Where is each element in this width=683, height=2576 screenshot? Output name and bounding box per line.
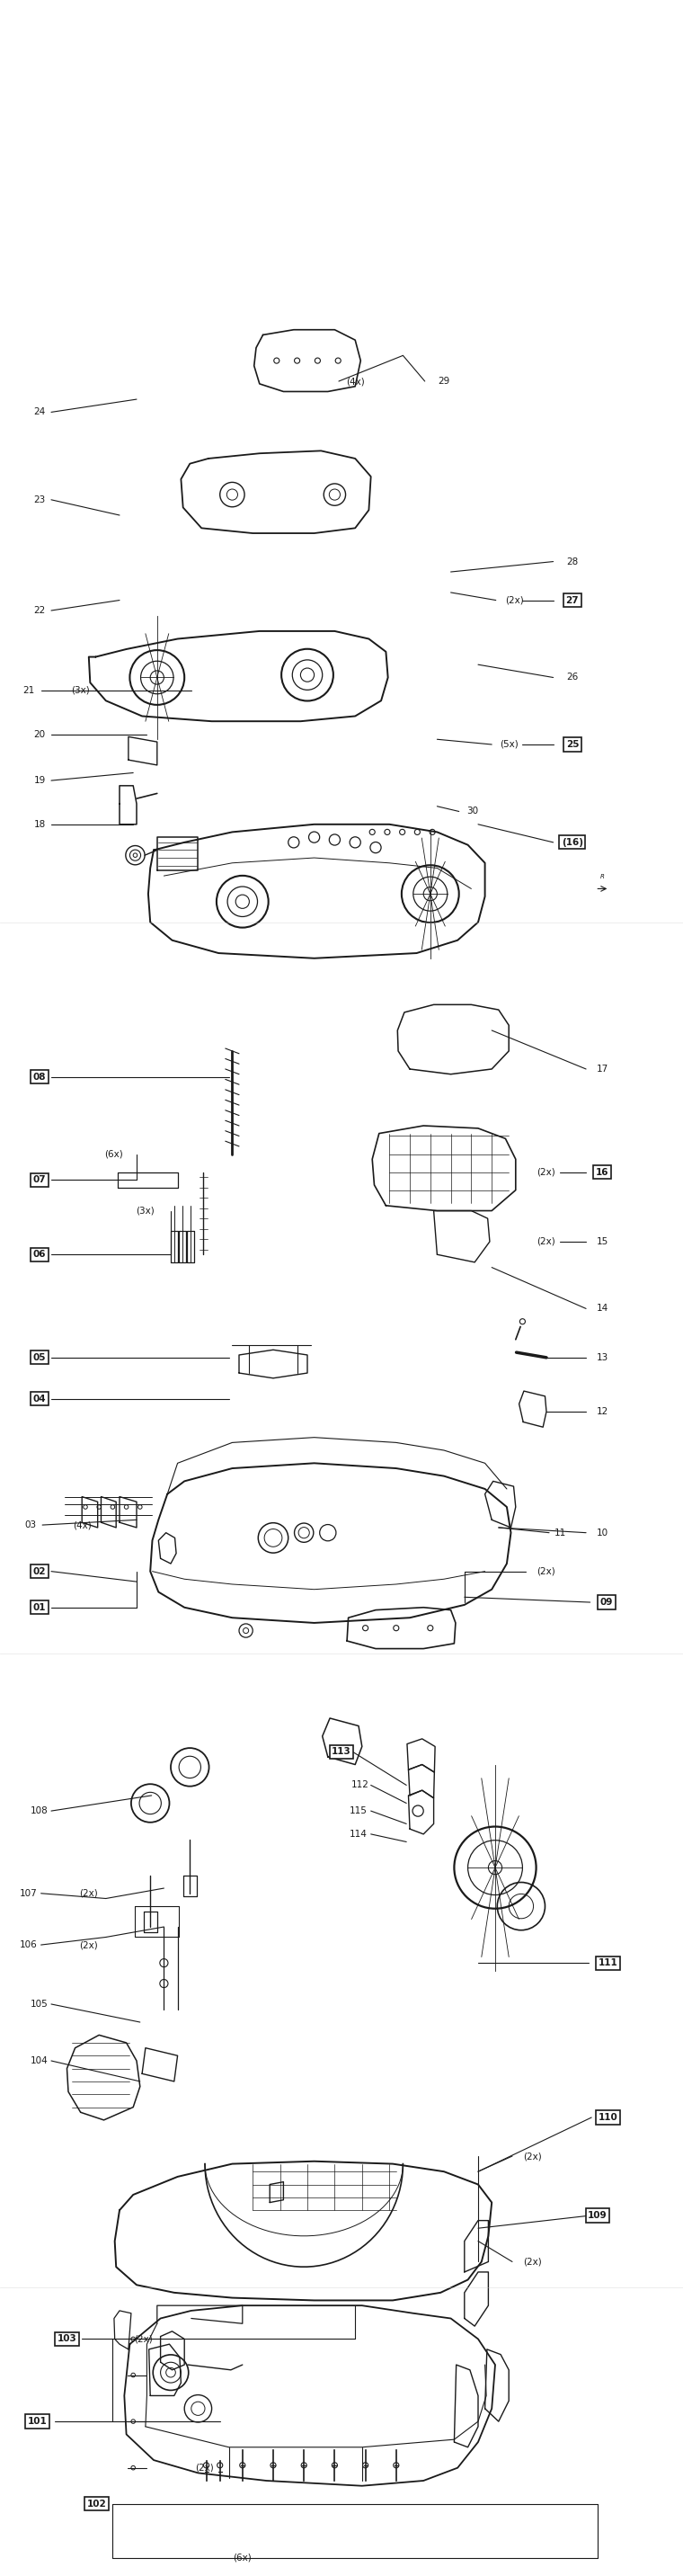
Text: 24: 24 bbox=[33, 407, 46, 417]
Text: 04: 04 bbox=[33, 1394, 46, 1404]
Text: 14: 14 bbox=[596, 1303, 609, 1314]
Text: 111: 111 bbox=[598, 1958, 617, 1968]
Text: 105: 105 bbox=[30, 1999, 48, 2009]
Text: (2x): (2x) bbox=[537, 1236, 556, 1247]
Text: (2x): (2x) bbox=[195, 2463, 214, 2473]
Text: (2x): (2x) bbox=[79, 1888, 98, 1899]
Text: 03: 03 bbox=[24, 1520, 36, 1530]
Text: (5x): (5x) bbox=[499, 739, 518, 750]
Text: 10: 10 bbox=[596, 1528, 609, 1538]
Text: 18: 18 bbox=[33, 819, 46, 829]
Text: 102: 102 bbox=[87, 2499, 107, 2509]
Text: 23: 23 bbox=[33, 495, 46, 505]
Text: (2x): (2x) bbox=[537, 1167, 556, 1177]
Text: 115: 115 bbox=[350, 1806, 367, 1816]
Text: 12: 12 bbox=[596, 1406, 609, 1417]
Text: (16): (16) bbox=[561, 837, 583, 848]
Text: 107: 107 bbox=[20, 1888, 38, 1899]
Text: 101: 101 bbox=[28, 2416, 47, 2427]
Text: (6x): (6x) bbox=[233, 2553, 252, 2563]
Text: (3x): (3x) bbox=[136, 1206, 155, 1216]
Text: (2x): (2x) bbox=[523, 2257, 542, 2267]
Text: (3x): (3x) bbox=[71, 685, 90, 696]
Text: (4x): (4x) bbox=[72, 1520, 92, 1530]
Text: 112: 112 bbox=[351, 1780, 369, 1790]
Text: 13: 13 bbox=[596, 1352, 609, 1363]
Text: 20: 20 bbox=[33, 729, 46, 739]
Text: 103: 103 bbox=[57, 2334, 76, 2344]
Text: R: R bbox=[600, 873, 604, 881]
Text: (2x): (2x) bbox=[537, 1566, 556, 1577]
Text: (4x): (4x) bbox=[346, 376, 365, 386]
Text: 108: 108 bbox=[30, 1806, 48, 1816]
Text: 05: 05 bbox=[33, 1352, 46, 1363]
Text: 25: 25 bbox=[566, 739, 579, 750]
Text: 02: 02 bbox=[33, 1566, 46, 1577]
Text: 29: 29 bbox=[438, 376, 450, 386]
Text: 08: 08 bbox=[33, 1072, 46, 1082]
Text: (2x): (2x) bbox=[505, 595, 524, 605]
Text: 113: 113 bbox=[332, 1747, 351, 1757]
Text: 110: 110 bbox=[598, 2112, 617, 2123]
Text: (2x): (2x) bbox=[134, 2334, 153, 2344]
Text: 07: 07 bbox=[33, 1175, 46, 1185]
Text: 19: 19 bbox=[33, 775, 46, 786]
Text: 17: 17 bbox=[596, 1064, 609, 1074]
Text: 106: 106 bbox=[20, 1940, 38, 1950]
Text: 27: 27 bbox=[566, 595, 579, 605]
Text: 30: 30 bbox=[466, 806, 479, 817]
Text: 09: 09 bbox=[600, 1597, 613, 1607]
Text: 104: 104 bbox=[30, 2056, 48, 2066]
Text: 01: 01 bbox=[33, 1602, 46, 1613]
Text: 16: 16 bbox=[596, 1167, 609, 1177]
Text: (2x): (2x) bbox=[79, 1940, 98, 1950]
Text: (6x): (6x) bbox=[104, 1149, 124, 1159]
Text: 26: 26 bbox=[566, 672, 579, 683]
Text: (2x): (2x) bbox=[523, 2151, 542, 2161]
Text: 109: 109 bbox=[588, 2210, 607, 2221]
Text: 21: 21 bbox=[23, 685, 35, 696]
Text: 15: 15 bbox=[596, 1236, 609, 1247]
Text: 114: 114 bbox=[350, 1829, 367, 1839]
Text: 22: 22 bbox=[33, 605, 46, 616]
Text: 28: 28 bbox=[566, 556, 579, 567]
Text: 06: 06 bbox=[33, 1249, 46, 1260]
Text: 11: 11 bbox=[554, 1528, 566, 1538]
